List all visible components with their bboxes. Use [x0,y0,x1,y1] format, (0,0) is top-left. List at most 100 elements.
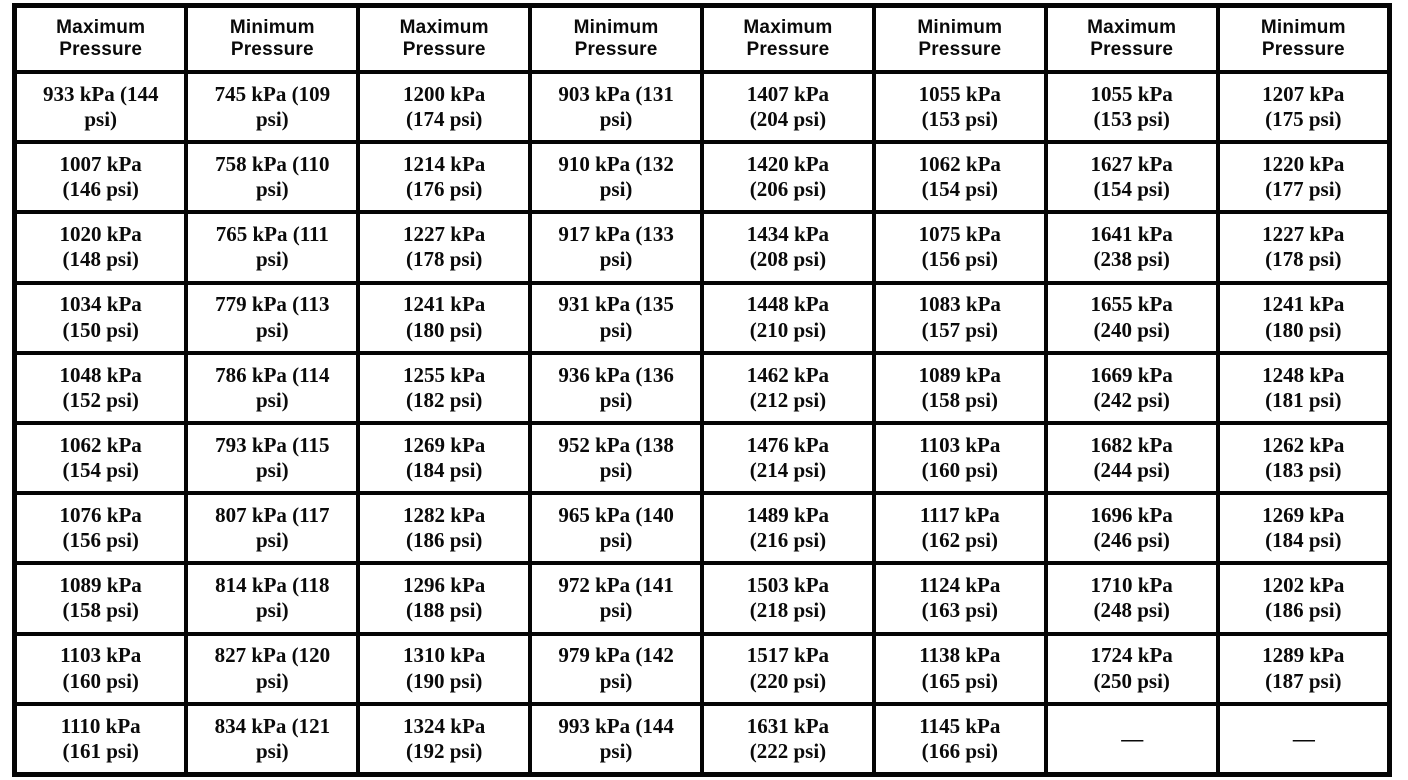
pressure-value-cell: 917 kPa (133 psi) [528,210,704,285]
pressure-value-cell: 1269 kPa (184 psi) [356,420,533,496]
pressure-value-cell: 827 kPa (120 psi) [184,631,361,706]
pressure-value-cell: 1048 kPa (152 psi) [12,350,189,425]
pressure-value-cell: 1220 kPa (177 psi) [1215,140,1392,215]
pressure-value-cell: 1202 kPa (186 psi) [1215,561,1392,636]
pressure-value-cell: 1669 kPa (242 psi) [1043,350,1220,425]
header-row: Maximum Pressure Minimum Pressure Maximum … [12,3,1392,74]
table-row: 1103 kPa (160 psi) 827 kPa (120 psi) 1310 … [12,631,1392,706]
table-row: 1110 kPa (161 psi) 834 kPa (121 psi) 1324 … [12,701,1392,777]
pressure-value-cell: 1407 kPa (204 psi) [700,69,876,145]
pressure-value-cell: 1089 kPa (158 psi) [12,561,189,636]
pressure-value-cell: 1055 kPa (153 psi) [871,69,1048,145]
pressure-value-cell: 1076 kPa (156 psi) [12,491,189,566]
pressure-value-cell: 1710 kPa (248 psi) [1043,561,1220,636]
pressure-value-cell: 1241 kPa (180 psi) [1215,280,1392,355]
pressure-value-cell: 1310 kPa (190 psi) [356,631,533,706]
pressure-value-cell: 758 kPa (110 psi) [184,140,361,215]
pressure-value-cell: 1289 kPa (187 psi) [1215,631,1392,706]
pressure-value-cell: 779 kPa (113 psi) [184,280,361,355]
pressure-value-cell: 1682 kPa (244 psi) [1043,420,1220,496]
pressure-value-cell: 1324 kPa (192 psi) [356,701,533,777]
pressure-value-cell: 1138 kPa (165 psi) [871,631,1048,706]
pressure-value-cell: 936 kPa (136 psi) [528,350,704,425]
pressure-value-cell: 1269 kPa (184 psi) [1215,491,1392,566]
pressure-value-cell: 1062 kPa (154 psi) [12,420,189,496]
pressure-value-cell: 1255 kPa (182 psi) [356,350,533,425]
pressure-value-cell: 1117 kPa (162 psi) [871,491,1048,566]
pressure-value-cell: 814 kPa (118 psi) [184,561,361,636]
header-cell-col5: Maximum Pressure [700,3,876,74]
pressure-value-cell: 1034 kPa (150 psi) [12,280,189,355]
pressure-value-cell: 1724 kPa (250 psi) [1043,631,1220,706]
pressure-value-cell: 1434 kPa (208 psi) [700,210,876,285]
pressure-value-cell: 1476 kPa (214 psi) [700,420,876,496]
pressure-value-cell: 1489 kPa (216 psi) [700,491,876,566]
pressure-specification-table: Maximum Pressure Minimum Pressure Maximum … [12,3,1392,777]
pressure-value-cell: 1696 kPa (246 psi) [1043,491,1220,566]
table-row: 1020 kPa (148 psi) 765 kPa (111 psi) 1227 … [12,210,1392,285]
pressure-value-cell: 1124 kPa (163 psi) [871,561,1048,636]
header-cell-col1: Maximum Pressure [12,3,189,74]
header-cell-col8: Minimum Pressure [1215,3,1392,74]
pressure-value-cell: 1627 kPa (154 psi) [1043,140,1220,215]
pressure-value-cell: 903 kPa (131 psi) [528,69,704,145]
pressure-value-cell: 793 kPa (115 psi) [184,420,361,496]
pressure-value-cell: 1503 kPa (218 psi) [700,561,876,636]
pressure-value-cell: 1241 kPa (180 psi) [356,280,533,355]
header-cell-col3: Maximum Pressure [356,3,533,74]
pressure-value-cell: 1083 kPa (157 psi) [871,280,1048,355]
table-body: 933 kPa (144 psi) 745 kPa (109 psi) 1200 k… [12,69,1392,777]
pressure-value-cell: 786 kPa (114 psi) [184,350,361,425]
pressure-value-cell: 1262 kPa (183 psi) [1215,420,1392,496]
pressure-value-cell: 1420 kPa (206 psi) [700,140,876,215]
header-cell-col7: Maximum Pressure [1043,3,1220,74]
pressure-value-cell: 1007 kPa (146 psi) [12,140,189,215]
table-row: 1007 kPa (146 psi) 758 kPa (110 psi) 1214 … [12,140,1392,215]
header-cell-col4: Minimum Pressure [528,3,704,74]
pressure-value-cell: 1282 kPa (186 psi) [356,491,533,566]
pressure-value-cell: 1103 kPa (160 psi) [871,420,1048,496]
table-row: 1062 kPa (154 psi) 793 kPa (115 psi) 1269 … [12,420,1392,496]
pressure-value-cell: 1248 kPa (181 psi) [1215,350,1392,425]
pressure-value-cell: 1200 kPa (174 psi) [356,69,533,145]
pressure-value-cell: 1062 kPa (154 psi) [871,140,1048,215]
pressure-value-cell: 745 kPa (109 psi) [184,69,361,145]
pressure-value-cell: 993 kPa (144 psi) [528,701,704,777]
pressure-value-cell: 1075 kPa (156 psi) [871,210,1048,285]
table-row: 1089 kPa (158 psi) 814 kPa (118 psi) 1296 … [12,561,1392,636]
table-header: Maximum Pressure Minimum Pressure Maximum … [12,3,1392,74]
pressure-value-cell: 1655 kPa (240 psi) [1043,280,1220,355]
pressure-value-cell: 1055 kPa (153 psi) [1043,69,1220,145]
pressure-value-cell: 1448 kPa (210 psi) [700,280,876,355]
pressure-value-cell: 1110 kPa (161 psi) [12,701,189,777]
pressure-value-cell: 1103 kPa (160 psi) [12,631,189,706]
pressure-value-cell: 965 kPa (140 psi) [528,491,704,566]
pressure-value-cell: 952 kPa (138 psi) [528,420,704,496]
header-cell-col2: Minimum Pressure [184,3,361,74]
pressure-value-cell: 931 kPa (135 psi) [528,280,704,355]
pressure-value-cell: 1641 kPa (238 psi) [1043,210,1220,285]
pressure-value-cell: 972 kPa (141 psi) [528,561,704,636]
pressure-value-cell: 834 kPa (121 psi) [184,701,361,777]
empty-value-cell: — [1043,701,1220,777]
pressure-value-cell: 765 kPa (111 psi) [184,210,361,285]
pressure-value-cell: 1214 kPa (176 psi) [356,140,533,215]
table-row: 1034 kPa (150 psi) 779 kPa (113 psi) 1241 … [12,280,1392,355]
pressure-value-cell: 1296 kPa (188 psi) [356,561,533,636]
pressure-value-cell: 1517 kPa (220 psi) [700,631,876,706]
table-row: 1048 kPa (152 psi) 786 kPa (114 psi) 1255 … [12,350,1392,425]
pressure-value-cell: 1631 kPa (222 psi) [700,701,876,777]
header-cell-col6: Minimum Pressure [871,3,1048,74]
pressure-value-cell: 933 kPa (144 psi) [12,69,189,145]
table-row: 1076 kPa (156 psi) 807 kPa (117 psi) 1282 … [12,491,1392,566]
pressure-value-cell: 1227 kPa (178 psi) [356,210,533,285]
pressure-value-cell: 1462 kPa (212 psi) [700,350,876,425]
pressure-value-cell: 807 kPa (117 psi) [184,491,361,566]
pressure-value-cell: 1207 kPa (175 psi) [1215,69,1392,145]
empty-value-cell: — [1215,701,1392,777]
pressure-value-cell: 979 kPa (142 psi) [528,631,704,706]
table-row: 933 kPa (144 psi) 745 kPa (109 psi) 1200 k… [12,69,1392,145]
pressure-value-cell: 1089 kPa (158 psi) [871,350,1048,425]
pressure-value-cell: 1227 kPa (178 psi) [1215,210,1392,285]
pressure-value-cell: 1145 kPa (166 psi) [871,701,1048,777]
